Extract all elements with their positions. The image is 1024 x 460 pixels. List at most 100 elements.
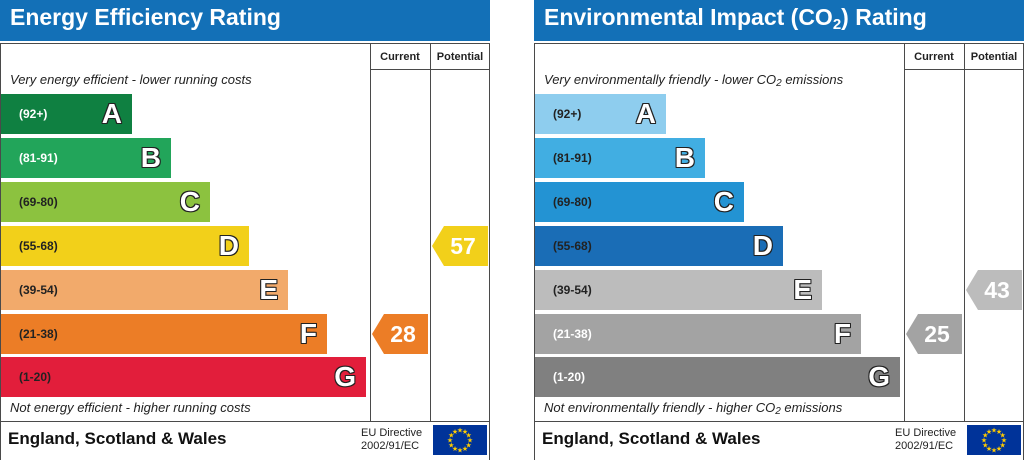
environment-directive: EU Directive 2002/91/EC: [895, 427, 956, 453]
energy-bottom-note: Not energy efficient - higher running co…: [10, 400, 251, 415]
svg-text:★: ★: [448, 432, 454, 440]
environment-footer-line: [534, 421, 1024, 422]
environmental-impact-panel: Environmental Impact (CO2) Rating Curren…: [534, 0, 1024, 460]
energy-band-a: (92+) A: [1, 94, 132, 134]
environment-current-rating-arrow: 25: [906, 313, 962, 354]
environment-band-range: (1-20): [553, 370, 586, 385]
svg-text:★: ★: [1000, 442, 1006, 450]
svg-text:★: ★: [452, 445, 458, 453]
energy-band-letter: B: [140, 141, 161, 173]
environment-header-line: [904, 69, 1024, 70]
environment-band-range: (81-91): [553, 150, 592, 165]
environment-band-a: (92+) A: [535, 94, 666, 134]
environment-directive-line2: 2002/91/EC: [895, 440, 954, 452]
energy-band-range: (69-80): [19, 194, 58, 209]
energy-current-header: Current: [380, 50, 420, 63]
environment-band-b: (81-91) B: [535, 137, 705, 178]
svg-text:★: ★: [447, 437, 453, 445]
energy-band-letter: D: [218, 229, 239, 261]
energy-band-b: (81-91) B: [1, 137, 171, 178]
energy-directive-line2: 2002/91/EC: [361, 440, 420, 452]
environment-current-rating-value: 25: [924, 320, 950, 347]
environment-potential-rating-value: 43: [984, 276, 1010, 303]
energy-band-c: (69-80) C: [1, 181, 210, 222]
energy-title-bar: Energy Efficiency Rating: [0, 0, 490, 41]
svg-text:★: ★: [996, 445, 1002, 453]
energy-band-range: (39-54): [19, 282, 58, 297]
energy-band-letter: F: [299, 317, 317, 349]
environment-footer-region: England, Scotland & Wales: [542, 429, 761, 448]
environment-potential-rating-arrow: 43: [966, 269, 1022, 310]
energy-footer-line: [0, 421, 490, 422]
svg-text:★: ★: [1001, 437, 1007, 445]
environment-band-c: (69-80) C: [535, 181, 744, 222]
environment-band-g: (1-20) G: [535, 357, 900, 398]
environment-band-range: (39-54): [553, 282, 592, 297]
energy-band-g: (1-20) G: [1, 357, 366, 398]
environment-band-range: (55-68): [553, 238, 592, 253]
svg-text:★: ★: [462, 428, 468, 436]
environment-title: Environmental Impact (CO2) Rating: [544, 4, 927, 33]
energy-efficiency-panel: Energy Efficiency Rating Current Potenti…: [0, 0, 490, 460]
svg-text:★: ★: [986, 428, 992, 436]
svg-text:★: ★: [448, 442, 454, 450]
environment-band-letter: C: [713, 185, 734, 217]
energy-band-range: (92+): [19, 107, 48, 121]
energy-band-range: (21-38): [19, 326, 58, 341]
svg-text:★: ★: [466, 442, 472, 450]
svg-text:★: ★: [457, 427, 463, 435]
energy-band-e: (39-54) E: [1, 269, 288, 310]
svg-text:★: ★: [466, 432, 472, 440]
energy-divider-current: [370, 43, 371, 421]
svg-text:★: ★: [981, 437, 987, 445]
environment-band-f: (21-38) F: [535, 313, 861, 354]
svg-text:★: ★: [986, 445, 992, 453]
energy-footer-region: England, Scotland & Wales: [8, 429, 227, 448]
energy-title: Energy Efficiency Rating: [10, 4, 281, 30]
energy-band-f: (21-38) F: [1, 313, 327, 354]
energy-band-d: (55-68) D: [1, 225, 249, 266]
environment-band-letter: D: [752, 229, 773, 261]
environment-band-range: (21-38): [553, 326, 592, 341]
energy-band-letter: C: [179, 185, 200, 217]
energy-potential-rating-value: 57: [450, 232, 476, 259]
svg-text:★: ★: [996, 428, 1002, 436]
energy-band-letter: G: [334, 361, 356, 393]
environment-band-e: (39-54) E: [535, 269, 822, 310]
environment-band-d: (55-68) D: [535, 225, 783, 266]
environment-current-header: Current: [914, 50, 954, 63]
environment-band-letter: A: [635, 98, 656, 129]
environment-band-letter: G: [868, 361, 890, 393]
energy-band-range: (81-91): [19, 150, 58, 165]
energy-current-rating-value: 28: [390, 320, 416, 347]
environment-top-note: Very environmentally friendly - lower CO…: [544, 72, 844, 89]
environment-band-letter: B: [674, 141, 695, 173]
svg-text:★: ★: [982, 442, 988, 450]
energy-frame: [0, 43, 490, 460]
energy-potential-rating-arrow: 57: [432, 225, 488, 266]
svg-text:★: ★: [1000, 432, 1006, 440]
environment-band-letter: E: [793, 273, 812, 305]
environment-band-range: (92+): [553, 107, 582, 121]
energy-potential-header: Potential: [436, 50, 484, 63]
energy-top-note: Very energy efficient - lower running co…: [10, 72, 252, 87]
svg-text:★: ★: [467, 437, 473, 445]
eu-flag-icon: ★ ★ ★ ★ ★ ★ ★ ★ ★ ★ ★ ★: [433, 425, 487, 455]
environment-band-letter: F: [833, 317, 851, 349]
energy-divider-potential: [430, 43, 431, 421]
energy-directive-line1: EU Directive: [361, 427, 423, 439]
environment-divider-potential: [964, 43, 965, 421]
svg-text:★: ★: [462, 445, 468, 453]
energy-band-letter: E: [259, 273, 278, 305]
energy-band-range: (55-68): [19, 238, 58, 253]
environment-bottom-note: Not environmentally friendly - higher CO…: [544, 400, 843, 417]
environment-band-range: (69-80): [553, 194, 592, 209]
environment-title-bar: Environmental Impact (CO2) Rating: [534, 0, 1024, 41]
svg-text:★: ★: [991, 447, 997, 455]
energy-band-range: (1-20): [19, 370, 52, 385]
svg-text:★: ★: [991, 427, 997, 435]
svg-text:★: ★: [452, 428, 458, 436]
energy-current-rating-arrow: 28: [372, 313, 428, 354]
svg-text:★: ★: [982, 432, 988, 440]
energy-directive: EU Directive 2002/91/EC: [361, 427, 422, 453]
